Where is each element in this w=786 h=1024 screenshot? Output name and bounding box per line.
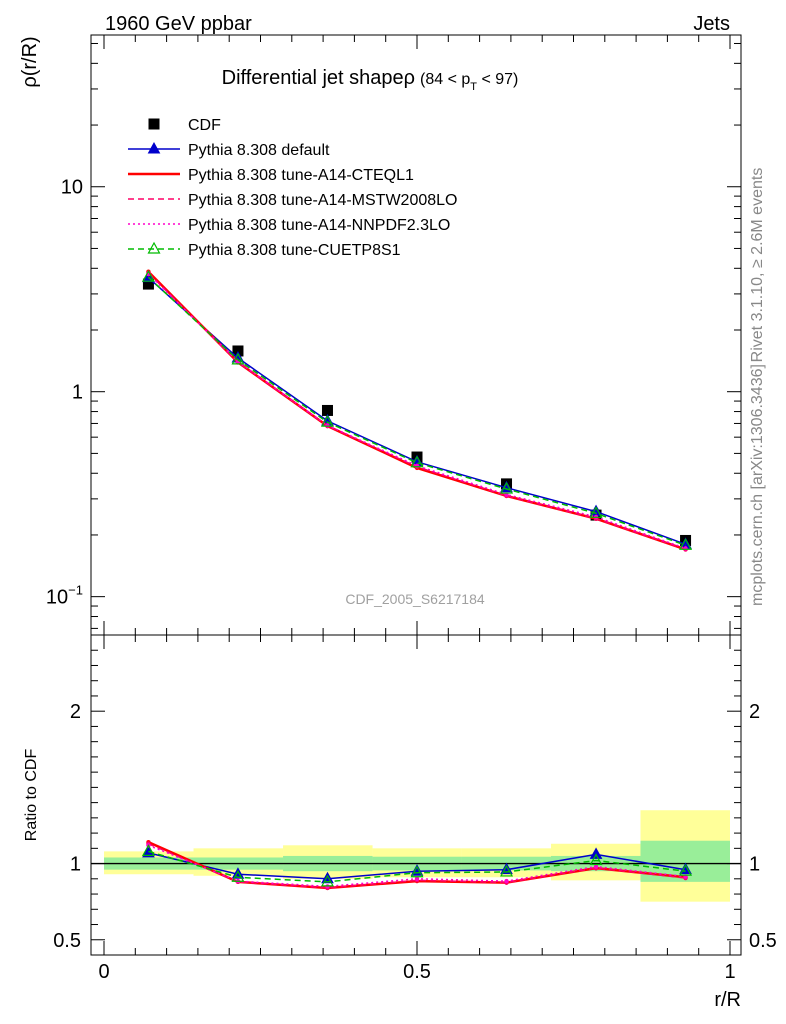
main-ytick-label: 10 (61, 177, 83, 199)
legend-marker (147, 241, 161, 254)
ratio-series-4-point (320, 874, 334, 887)
ratio-series-3-point (414, 876, 420, 882)
ratio-ytick-label: 2 (70, 701, 81, 723)
main-ytick-label: 10−1 (46, 583, 83, 609)
main-series-4-point (320, 414, 334, 427)
ratio-series-3-point (593, 864, 599, 869)
legend: CDF Pythia 8.308 default Pythia 8.308 tune… (128, 117, 457, 259)
ratio-series-3-point (504, 878, 509, 884)
legend-marker (147, 141, 161, 154)
header-right: Jets (693, 13, 730, 35)
cdf-data-point (142, 278, 154, 290)
ratio-ytick-label-right: 0.5 (749, 930, 777, 952)
ratio-ytick-label-right: 1 (749, 854, 760, 876)
ratio-series-4-point (589, 853, 603, 866)
legend-label: CDF (188, 117, 221, 134)
ratio-series-4-point (679, 863, 693, 876)
legend-label: Pythia 8.308 tune-A14-NNPDF2.3LO (188, 217, 450, 234)
main-series-3-line (147, 273, 686, 550)
ratio-axes: 0.5 0.5 1 1 2 2 0 0.5 1 (53, 634, 777, 983)
ratio-marks (91, 810, 741, 902)
watermark: CDF_2005_S6217184 (345, 591, 485, 607)
main-series-0-line (147, 277, 686, 546)
rivet-label: Rivet 3.1.10, ≥ 2.6M events (749, 168, 766, 363)
mcplots-label: mcplots.cern.ch [arXiv:1306.3436] (749, 364, 766, 606)
legend-label: Pythia 8.308 tune-A14-MSTW2008LO (188, 192, 457, 209)
main-ytick-label: 1 (72, 382, 83, 404)
ratio-frame (90, 634, 742, 956)
ratio-series-4-point (141, 844, 155, 856)
ratio-xtick-label: 0 (98, 961, 109, 983)
main-title: Differential jet shapeρ (222, 67, 415, 89)
main-marks (141, 269, 693, 552)
main-series-4-point (410, 455, 424, 468)
main-series-4-point (589, 506, 603, 518)
main-panel: 10−1 1 10 Differential jet shapeρ (84 < pT… (19, 34, 742, 636)
legend-label: Pythia 8.308 default (188, 142, 330, 159)
ratio-xlabel: r/R (714, 989, 741, 1011)
ratio-series-4-point (231, 870, 245, 882)
main-title-suffix: (84 < pT < 97) (420, 71, 518, 93)
ratio-xtick-label: 0.5 (403, 961, 431, 983)
main-series-1-line (147, 270, 687, 551)
main-series-2-line (147, 272, 686, 551)
main-ylabel: ρ(r/R) (19, 36, 41, 87)
ratio-xtick-label: 1 (724, 961, 735, 983)
ratio-ylabel: Ratio to CDF (23, 749, 40, 842)
legend-marker (148, 118, 160, 130)
ratio-ytick-label-right: 2 (749, 701, 760, 723)
main-series-4-line (147, 276, 686, 547)
ratio-ytick-label: 0.5 (53, 930, 81, 952)
main-axes: 10−1 1 10 (46, 35, 741, 635)
main-series-4-point (500, 481, 514, 494)
legend-label: Pythia 8.308 tune-A14-CTEQL1 (188, 167, 414, 184)
legend-label: Pythia 8.308 tune-CUETP8S1 (188, 242, 401, 259)
main-series-3-point (325, 423, 330, 428)
main-series-4-point (231, 352, 245, 365)
cdf-data-point (321, 404, 333, 416)
ratio-ytick-label: 1 (70, 854, 81, 876)
main-series-4-point (141, 269, 155, 282)
header-left: 1960 GeV ppbar (105, 13, 252, 35)
ratio-series-4-point (410, 865, 424, 878)
main-series-4-point (679, 538, 693, 550)
ratio-series-4-point (500, 864, 514, 877)
ratio-series-4-line (148, 850, 686, 883)
ratio-panel: 0.5 0.5 1 1 2 2 0 0.5 1 Ratio to CDF r/R (23, 634, 777, 1011)
